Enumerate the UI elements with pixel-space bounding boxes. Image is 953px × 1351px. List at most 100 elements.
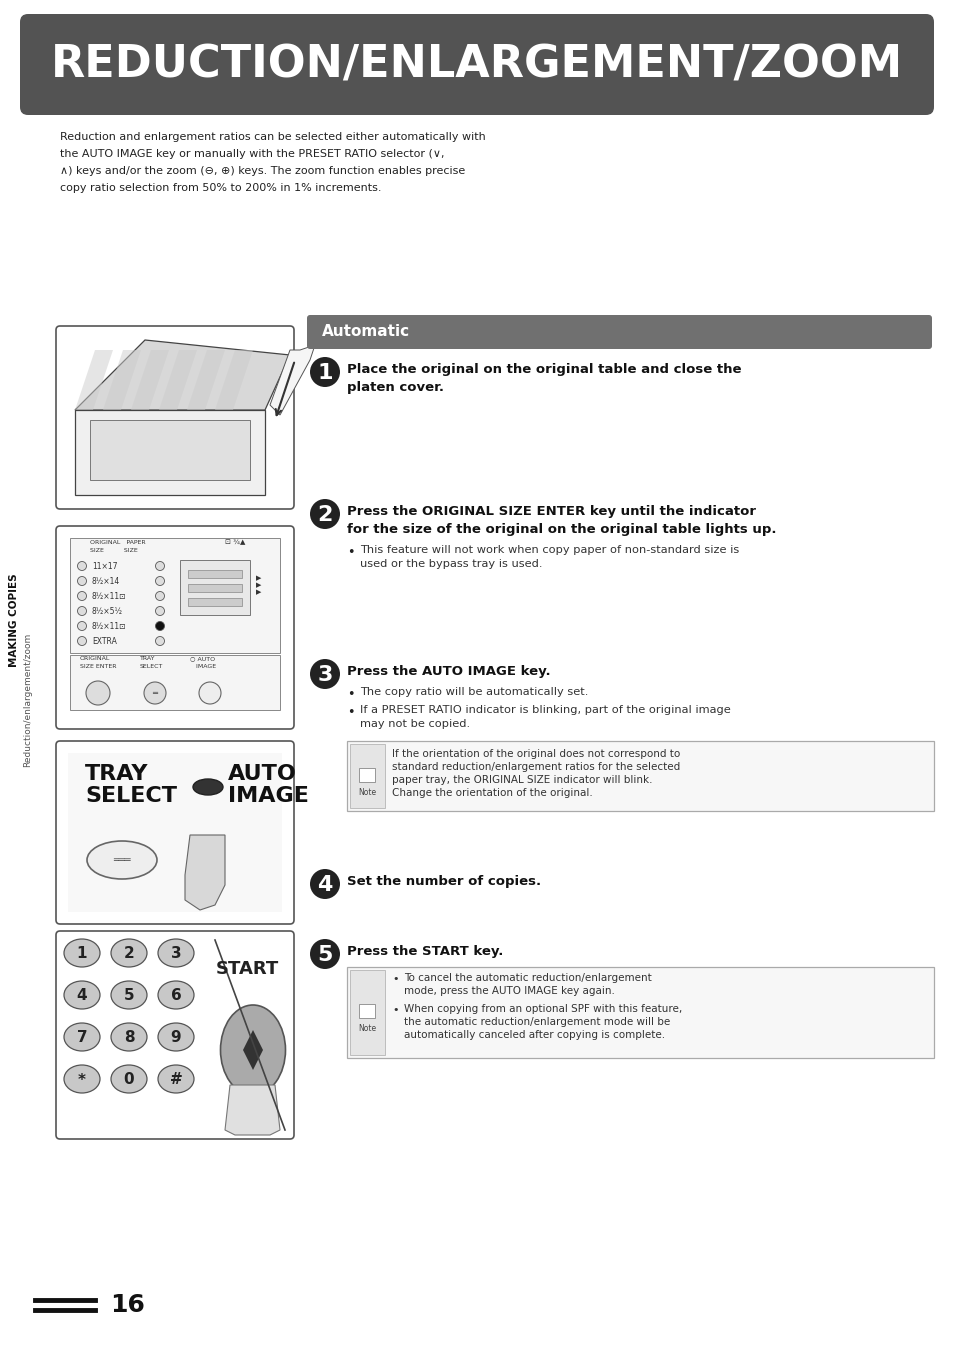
Circle shape bbox=[155, 621, 164, 631]
Circle shape bbox=[77, 607, 87, 616]
Text: 8½×14: 8½×14 bbox=[91, 577, 120, 586]
Polygon shape bbox=[225, 1085, 280, 1135]
Bar bbox=[70, 538, 280, 653]
Ellipse shape bbox=[220, 1005, 285, 1096]
Text: 3: 3 bbox=[171, 947, 181, 962]
Text: mode, press the AUTO IMAGE key again.: mode, press the AUTO IMAGE key again. bbox=[403, 986, 615, 996]
Bar bbox=[188, 570, 242, 578]
Circle shape bbox=[155, 636, 164, 646]
Polygon shape bbox=[131, 350, 169, 409]
FancyBboxPatch shape bbox=[56, 526, 294, 730]
Ellipse shape bbox=[193, 780, 223, 794]
Text: platen cover.: platen cover. bbox=[347, 381, 443, 394]
Polygon shape bbox=[187, 350, 225, 409]
Ellipse shape bbox=[111, 1023, 147, 1051]
Text: *: * bbox=[78, 1073, 86, 1088]
Text: Press the AUTO IMAGE key.: Press the AUTO IMAGE key. bbox=[347, 665, 550, 678]
Circle shape bbox=[155, 607, 164, 616]
Text: Reduction/enlargement/zoom: Reduction/enlargement/zoom bbox=[24, 632, 32, 767]
Text: To cancel the automatic reduction/enlargement: To cancel the automatic reduction/enlarg… bbox=[403, 973, 651, 984]
Bar bbox=[75, 409, 265, 494]
Polygon shape bbox=[185, 835, 225, 911]
Bar bbox=[188, 584, 242, 592]
Circle shape bbox=[144, 682, 166, 704]
Text: Change the orientation of the original.: Change the orientation of the original. bbox=[392, 788, 592, 798]
Text: 1: 1 bbox=[76, 947, 87, 962]
Ellipse shape bbox=[64, 981, 100, 1009]
Circle shape bbox=[310, 869, 339, 898]
Text: 7: 7 bbox=[76, 1031, 88, 1046]
Polygon shape bbox=[159, 350, 196, 409]
Text: Set the number of copies.: Set the number of copies. bbox=[347, 875, 540, 888]
Circle shape bbox=[310, 939, 339, 969]
Ellipse shape bbox=[111, 1065, 147, 1093]
Ellipse shape bbox=[64, 939, 100, 967]
Text: ∧) keys and/or the zoom (⊖, ⊕) keys. The zoom function enables precise: ∧) keys and/or the zoom (⊖, ⊕) keys. The… bbox=[60, 166, 465, 176]
FancyBboxPatch shape bbox=[56, 740, 294, 924]
Ellipse shape bbox=[111, 939, 147, 967]
Text: copy ratio selection from 50% to 200% in 1% increments.: copy ratio selection from 50% to 200% in… bbox=[60, 182, 381, 193]
Text: the AUTO IMAGE key or manually with the PRESET RATIO selector (∨,: the AUTO IMAGE key or manually with the … bbox=[60, 149, 444, 159]
Polygon shape bbox=[75, 340, 290, 409]
Text: 0: 0 bbox=[124, 1073, 134, 1088]
Bar bbox=[180, 561, 250, 615]
Circle shape bbox=[77, 636, 87, 646]
Text: 5: 5 bbox=[124, 989, 134, 1004]
Text: 1: 1 bbox=[317, 363, 333, 382]
Text: 9: 9 bbox=[171, 1031, 181, 1046]
Text: SIZE ENTER: SIZE ENTER bbox=[80, 663, 116, 669]
Text: MAKING COPIES: MAKING COPIES bbox=[9, 573, 19, 667]
Circle shape bbox=[310, 357, 339, 386]
Text: ⊡ ¾▲: ⊡ ¾▲ bbox=[225, 539, 245, 544]
Circle shape bbox=[155, 562, 164, 570]
Circle shape bbox=[77, 562, 87, 570]
Text: 8½×11⊡: 8½×11⊡ bbox=[91, 592, 127, 601]
FancyBboxPatch shape bbox=[56, 931, 294, 1139]
Text: for the size of the original on the original table lights up.: for the size of the original on the orig… bbox=[347, 523, 776, 536]
Text: SIZE          SIZE: SIZE SIZE bbox=[90, 549, 137, 553]
Ellipse shape bbox=[158, 981, 193, 1009]
FancyBboxPatch shape bbox=[307, 315, 931, 349]
FancyBboxPatch shape bbox=[347, 967, 933, 1058]
Bar bbox=[188, 598, 242, 607]
Circle shape bbox=[86, 681, 110, 705]
Text: 8½×11⊡: 8½×11⊡ bbox=[91, 621, 127, 631]
Text: •: • bbox=[392, 974, 398, 984]
Text: Note: Note bbox=[357, 788, 375, 797]
Text: used or the bypass tray is used.: used or the bypass tray is used. bbox=[359, 559, 542, 569]
Text: Place the original on the original table and close the: Place the original on the original table… bbox=[347, 363, 740, 376]
Text: If the orientation of the original does not correspond to: If the orientation of the original does … bbox=[392, 748, 679, 759]
Circle shape bbox=[310, 659, 339, 689]
Text: 5: 5 bbox=[317, 944, 333, 965]
Circle shape bbox=[77, 621, 87, 631]
Bar bbox=[358, 1004, 375, 1019]
Text: ═: ═ bbox=[152, 689, 157, 697]
Text: •: • bbox=[347, 707, 355, 719]
Text: •: • bbox=[347, 546, 355, 559]
Text: 16: 16 bbox=[110, 1293, 145, 1317]
Text: TRAY: TRAY bbox=[140, 657, 155, 661]
Bar bbox=[358, 767, 375, 782]
Circle shape bbox=[77, 592, 87, 600]
Text: may not be copied.: may not be copied. bbox=[359, 719, 470, 730]
Circle shape bbox=[155, 592, 164, 600]
Text: 4: 4 bbox=[76, 989, 88, 1004]
Text: SELECT: SELECT bbox=[140, 663, 163, 669]
Text: Note: Note bbox=[357, 1024, 375, 1034]
Text: EXTRA: EXTRA bbox=[91, 638, 117, 646]
Polygon shape bbox=[103, 350, 141, 409]
Text: ORIGINAL   PAPER: ORIGINAL PAPER bbox=[90, 540, 146, 544]
Text: 6: 6 bbox=[171, 989, 181, 1004]
Text: If a PRESET RATIO indicator is blinking, part of the original image: If a PRESET RATIO indicator is blinking,… bbox=[359, 705, 730, 715]
Bar bbox=[350, 970, 385, 1055]
Ellipse shape bbox=[87, 842, 157, 880]
Ellipse shape bbox=[158, 1023, 193, 1051]
Bar bbox=[70, 655, 280, 711]
Circle shape bbox=[77, 577, 87, 585]
Text: This feature will not work when copy paper of non-standard size is: This feature will not work when copy pap… bbox=[359, 544, 739, 555]
Text: When copying from an optional SPF with this feature,: When copying from an optional SPF with t… bbox=[403, 1004, 681, 1015]
Text: AUTO: AUTO bbox=[228, 765, 296, 784]
Bar bbox=[350, 744, 385, 808]
Polygon shape bbox=[75, 350, 112, 409]
Text: 3: 3 bbox=[317, 665, 333, 685]
